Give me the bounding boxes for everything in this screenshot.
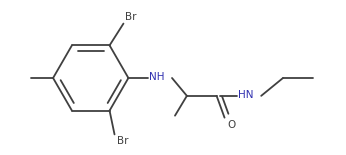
Text: Br: Br: [117, 136, 128, 146]
Text: NH: NH: [149, 72, 165, 82]
Text: HN: HN: [238, 90, 254, 100]
Text: Br: Br: [126, 12, 137, 22]
Text: O: O: [228, 120, 236, 130]
